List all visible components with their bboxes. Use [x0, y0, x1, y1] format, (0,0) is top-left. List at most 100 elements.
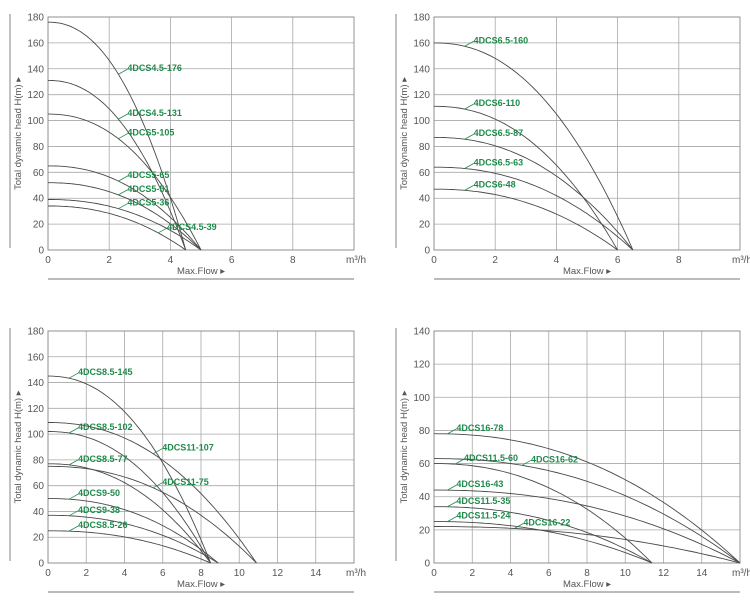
y-tick-label: 80 — [33, 142, 45, 153]
y-tick-label: 0 — [38, 246, 44, 257]
x-tick-label: 12 — [658, 568, 670, 579]
series-label: 4DCS6.5-87 — [474, 128, 524, 138]
series-label: 4DCS5-51 — [127, 184, 169, 194]
chart-4: 0 20 40 60 80 100 120 140 0 2 4 6 8 10 12 14 m³/h Max.Flo… — [395, 327, 750, 593]
y-tick-label: 180 — [27, 13, 44, 24]
x-tick-label: 2 — [83, 568, 89, 579]
performance-curve — [434, 105, 618, 251]
x-tick-label: 0 — [45, 255, 51, 266]
x-tick-label: 4 — [168, 255, 174, 266]
y-tick-label: 40 — [33, 194, 45, 205]
label-leader — [68, 427, 79, 434]
y-tick-label: 100 — [27, 430, 44, 441]
label-leader — [464, 184, 474, 191]
x-tick-label: 8 — [676, 255, 682, 266]
plot-frame — [47, 330, 355, 564]
series-label: 4DCS6.5-63 — [474, 158, 524, 168]
series-label: 4DCS5-105 — [127, 128, 174, 138]
x-tick-label: 10 — [620, 568, 632, 579]
series-label: 4DCS8.5-102 — [78, 422, 133, 432]
y-tick-label: 160 — [413, 38, 430, 49]
x-unit-label: m³/h — [346, 568, 366, 579]
series-label: 4DCS11-107 — [162, 443, 214, 453]
performance-curve — [434, 521, 653, 564]
series-label: 4DCS6.5-160 — [474, 35, 529, 45]
series-label: 4DCS5-65 — [127, 170, 169, 180]
x-unit-label: m³/h — [732, 255, 750, 266]
performance-curve — [48, 182, 202, 251]
performance-curve — [48, 375, 212, 564]
chart-3: 0 20 40 60 80 100 120 140 160 180 0 2 4 6 8 10 12 14 m³/h M… — [9, 327, 366, 593]
y-tick-label: 180 — [27, 327, 44, 338]
performance-curve — [48, 530, 211, 564]
y-tick-label: 20 — [419, 220, 431, 231]
performance-curve — [48, 514, 219, 564]
label-leader — [464, 103, 474, 110]
y-tick-label: 180 — [413, 13, 430, 24]
label-leader — [464, 133, 474, 140]
y-tick-label: 120 — [27, 90, 44, 101]
label-leader — [68, 372, 79, 379]
y-tick-label: 60 — [419, 168, 431, 179]
label-leader — [118, 203, 128, 210]
label-leader — [68, 525, 79, 532]
y-tick-label: 100 — [27, 116, 44, 127]
x-tick-label: 6 — [546, 568, 552, 579]
x-tick-label: 0 — [431, 568, 437, 579]
series-label: 4DCS16-62 — [531, 454, 578, 464]
y-tick-label: 0 — [424, 559, 430, 570]
series-label: 4DCS4.5-39 — [167, 222, 217, 232]
y-axis-title: Total dynamic head H(m) ▸ — [399, 390, 410, 503]
x-axis-title: Max.Flow ▸ — [177, 579, 225, 590]
y-tick-label: 20 — [33, 533, 45, 544]
y-tick-label: 140 — [413, 327, 430, 338]
performance-curve — [48, 463, 211, 564]
series-label: 4DCS8.5-145 — [78, 367, 133, 377]
x-tick-label: 10 — [234, 568, 246, 579]
y-tick-label: 140 — [27, 378, 44, 389]
performance-curve — [434, 463, 653, 564]
label-leader — [118, 113, 128, 120]
performance-curve — [48, 79, 187, 251]
y-tick-label: 140 — [27, 64, 44, 75]
plot-frame — [433, 330, 741, 564]
x-tick-label: 2 — [106, 255, 112, 266]
y-tick-label: 80 — [33, 455, 45, 466]
performance-curve — [434, 42, 634, 251]
performance-curve — [48, 431, 211, 564]
series-label: 4DCS6-110 — [474, 98, 521, 108]
x-axis-title: Max.Flow ▸ — [563, 579, 611, 590]
x-tick-label: 4 — [554, 255, 560, 266]
y-tick-label: 40 — [419, 492, 431, 503]
performance-curve — [48, 113, 202, 251]
y-tick-label: 0 — [424, 246, 430, 257]
y-tick-label: 120 — [413, 360, 430, 371]
x-tick-label: 12 — [272, 568, 284, 579]
y-tick-label: 60 — [419, 459, 431, 470]
y-tick-label: 20 — [33, 220, 45, 231]
series-label: 4DCS9-50 — [78, 488, 120, 498]
y-tick-label: 60 — [33, 481, 45, 492]
x-tick-label: 6 — [160, 568, 166, 579]
x-tick-label: 8 — [290, 255, 296, 266]
y-tick-label: 120 — [27, 404, 44, 415]
label-leader — [447, 484, 457, 491]
performance-curve — [433, 433, 741, 564]
y-axis-title: Total dynamic head H(m) ▸ — [13, 77, 24, 190]
performance-curve — [48, 205, 186, 251]
performance-curve — [48, 165, 202, 251]
label-leader — [68, 493, 79, 500]
label-leader — [157, 227, 168, 234]
y-tick-label: 140 — [413, 64, 430, 75]
label-leader — [447, 501, 457, 508]
performance-curve — [48, 21, 187, 251]
y-tick-label: 20 — [419, 525, 431, 536]
label-leader — [454, 458, 465, 465]
x-tick-label: 2 — [469, 568, 475, 579]
series-label: 4DCS11-75 — [162, 477, 209, 487]
series-label: 4DCS11.5-35 — [456, 496, 510, 506]
label-leader — [152, 482, 163, 489]
chart-1: 0 20 40 60 80 100 120 140 160 180 0 2 4 6 8 m³/h Max.Flo… — [9, 13, 366, 280]
plot-frame — [47, 16, 355, 251]
performance-curve — [48, 465, 257, 564]
